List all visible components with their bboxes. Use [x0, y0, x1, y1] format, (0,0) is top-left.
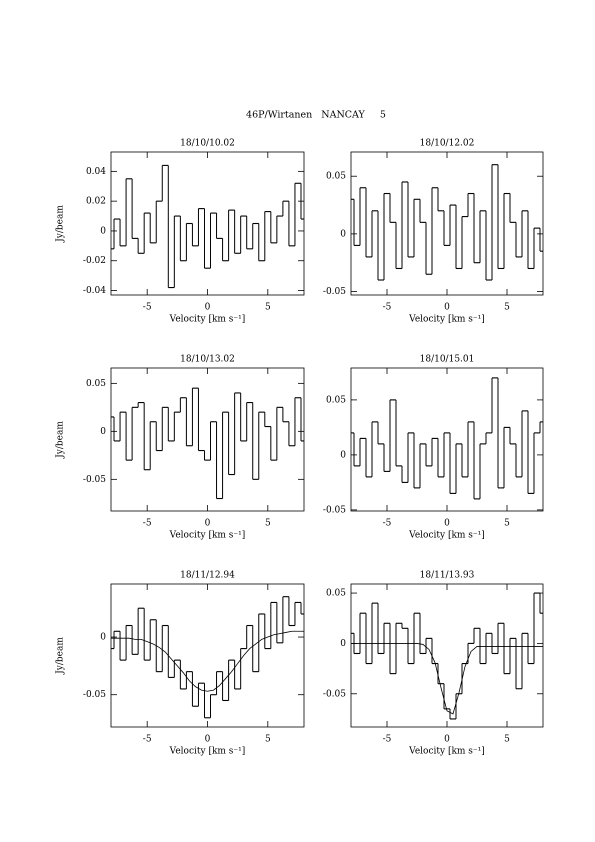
x-axis-label: Velocity [km s⁻¹]: [408, 315, 485, 325]
y-tick-label: 0.05: [326, 172, 346, 182]
y-axis-label: Jy/beam: [56, 205, 66, 243]
fit-line: [111, 630, 304, 692]
y-tick-label: 0: [340, 229, 346, 239]
y-tick-label: -0.02: [83, 256, 106, 266]
y-tick-label: 0.05: [326, 589, 346, 599]
y-tick-label: 0: [100, 226, 106, 236]
y-tick-label: 0: [340, 450, 346, 460]
panel-title: 18/10/15.01: [420, 355, 475, 365]
y-tick-label: 0: [340, 639, 346, 649]
x-tick-label: 5: [504, 303, 510, 313]
x-axis-label: Velocity [km s⁻¹]: [408, 531, 485, 541]
panel-title: 18/10/13.02: [180, 355, 235, 365]
x-tick-label: 0: [444, 735, 450, 745]
y-tick-label: -0.05: [323, 287, 346, 297]
y-tick-label: -0.05: [83, 475, 106, 485]
x-tick-label: -5: [143, 303, 152, 313]
y-tick-label: -0.05: [323, 505, 346, 515]
x-tick-label: 0: [205, 519, 211, 529]
panel: 18/10/15.01 Velocity [km s⁻¹] -5 0 5 -0.05 0 0.…: [323, 355, 544, 541]
x-axis-label: Velocity [km s⁻¹]: [169, 315, 246, 325]
x-tick-label: -5: [383, 303, 392, 313]
x-axis-label: Velocity [km s⁻¹]: [408, 747, 485, 757]
x-tick-label: -5: [143, 519, 152, 529]
x-tick-label: 0: [205, 735, 211, 745]
y-tick-label: -0.04: [83, 286, 106, 296]
x-tick-label: -5: [143, 735, 152, 745]
y-tick-label: -0.05: [83, 690, 106, 700]
fit-line: [351, 643, 543, 715]
x-tick-label: -5: [383, 519, 392, 529]
panel-title: 18/11/12.94: [180, 571, 235, 581]
x-tick-label: 0: [205, 303, 211, 313]
y-tick-label: 0: [100, 427, 106, 437]
x-tick-label: 5: [504, 519, 510, 529]
x-axis-label: Velocity [km s⁻¹]: [169, 747, 246, 757]
panel-title: 18/11/13.93: [420, 571, 475, 581]
y-tick-label: 0.04: [86, 167, 106, 177]
figure-title: 46P/Wirtanen NANCAY 5: [246, 110, 386, 121]
panel-title: 18/10/10.02: [180, 139, 235, 149]
y-axis-label: Jy/beam: [56, 637, 66, 675]
x-tick-label: 5: [265, 519, 271, 529]
y-axis-label: Jy/beam: [56, 421, 66, 459]
panel: 18/10/10.02 Velocity [km s⁻¹] Jy/beam -5 0 5 -…: [56, 139, 305, 325]
x-tick-label: 5: [265, 303, 271, 313]
panel: 18/11/13.93 Velocity [km s⁻¹] -5 0 5 -0.05 0 0.…: [323, 571, 544, 757]
y-tick-label: -0.05: [323, 689, 346, 699]
panel-title: 18/10/12.02: [420, 139, 475, 149]
y-tick-label: 0.05: [326, 395, 346, 405]
panel: 18/10/13.02 Velocity [km s⁻¹] Jy/beam -5 0 5 -…: [56, 355, 305, 541]
x-tick-label: 0: [444, 303, 450, 313]
x-tick-label: -5: [383, 735, 392, 745]
y-tick-label: 0: [100, 633, 106, 643]
x-tick-label: 0: [444, 519, 450, 529]
x-axis-label: Velocity [km s⁻¹]: [169, 531, 246, 541]
x-tick-label: 5: [504, 735, 510, 745]
panel: 18/11/12.94 Velocity [km s⁻¹] Jy/beam -5 0 5 -…: [56, 571, 305, 757]
y-tick-label: 0.02: [86, 197, 106, 207]
panel: 18/10/12.02 Velocity [km s⁻¹] -5 0 5 -0.05 0 0.…: [323, 139, 544, 325]
x-tick-label: 5: [265, 735, 271, 745]
y-tick-label: 0.05: [86, 379, 106, 389]
